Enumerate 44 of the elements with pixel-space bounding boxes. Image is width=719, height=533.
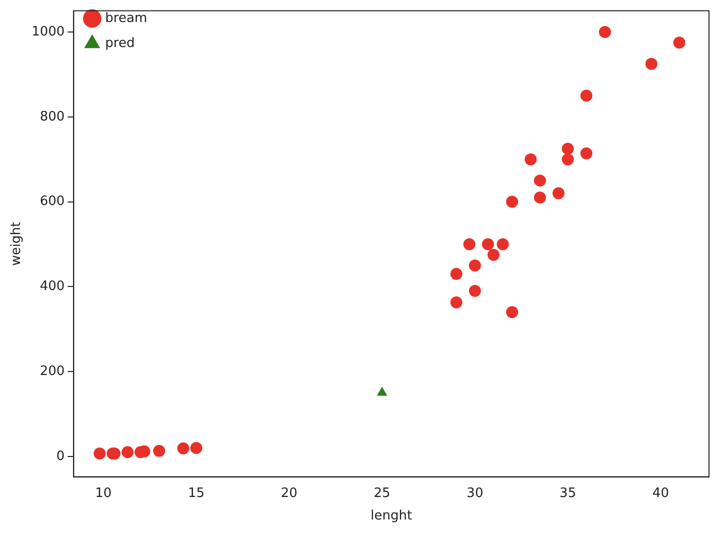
point [94, 447, 106, 460]
y-tick-label: 200 [40, 364, 65, 379]
point [506, 306, 518, 318]
point [552, 187, 565, 200]
point [496, 238, 509, 250]
point [463, 238, 476, 250]
x-axis-title: lenght [370, 508, 412, 524]
point [562, 142, 574, 155]
point [468, 284, 481, 297]
point [673, 36, 686, 49]
point [562, 153, 574, 166]
point [645, 58, 658, 70]
point [153, 444, 166, 457]
x-tick-label: 40 [652, 486, 669, 501]
point [580, 90, 592, 102]
legend-label: bream [105, 10, 148, 26]
point [488, 248, 500, 261]
x-tick-label: 30 [466, 486, 484, 501]
point [534, 192, 546, 204]
point [482, 238, 494, 250]
point [376, 386, 388, 396]
x-tick-label: 20 [280, 486, 298, 501]
x-tick-label: 35 [560, 486, 576, 501]
point [506, 196, 518, 208]
y-axis-title: weight [9, 222, 24, 266]
point [122, 446, 134, 458]
point [534, 174, 546, 187]
y-tick-label: 1000 [32, 24, 65, 40]
point [580, 147, 592, 160]
point [450, 296, 462, 308]
y-tick-label: 400 [40, 279, 65, 294]
x-tick-label: 25 [374, 486, 390, 501]
x-tick-label: 10 [95, 486, 112, 501]
point [524, 153, 537, 166]
y-tick-label: 0 [56, 448, 65, 464]
x-tick-label: 15 [188, 486, 205, 501]
legend-label: pred [105, 36, 135, 51]
point [190, 442, 202, 454]
point [598, 26, 611, 38]
point [450, 268, 462, 280]
y-tick-label: 800 [40, 109, 65, 124]
y-tick-label: 600 [40, 194, 65, 210]
point [468, 259, 481, 272]
point [177, 442, 190, 454]
